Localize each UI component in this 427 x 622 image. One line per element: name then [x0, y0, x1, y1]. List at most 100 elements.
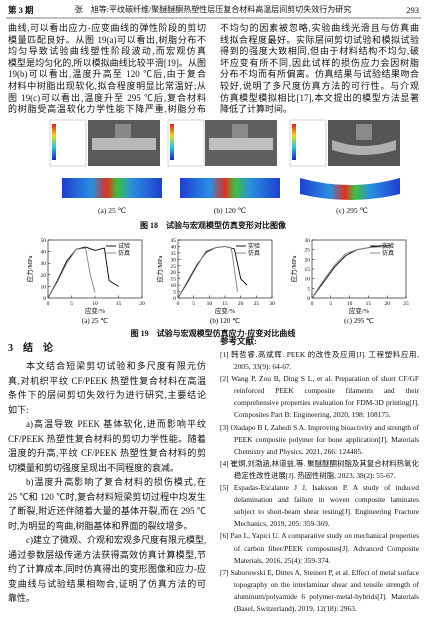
chart-caption: (c) 295 ℃: [344, 317, 374, 325]
series-line: [311, 245, 391, 299]
y-tick-label: 5: [173, 290, 176, 296]
text-line: 条件下的层间剪切失效行为进行研究,主要结论: [8, 390, 206, 400]
y-tick-label: 25: [305, 248, 311, 254]
header-issue: 第 3 期: [8, 5, 34, 15]
x-tick-label: 0: [177, 301, 180, 307]
section-heading: 3 结 论: [8, 343, 53, 354]
text-line: 材料中树脂出现软化,拟合程度明显比常温好;从: [8, 81, 206, 91]
reference: [4] 崔炯,刘渤涵,林道益,等. 聚醚醚酮树脂及其复合材料热氧化稳定性改性进展…: [220, 458, 419, 480]
x-axis-label: 应变/%: [215, 306, 236, 315]
text-line: 得到的强度大致相同,但由于材料结构不均匀,破: [220, 46, 419, 57]
text-line: 模量匹配良好。从图 19(a)可以看出,树脂分布不: [8, 34, 206, 45]
text-line: 约了计算成本,同时仿真得出的变形图像和应力-应: [8, 564, 206, 574]
series-line: [47, 247, 96, 299]
text-line: a)高温导致 PEEK 基体软化,进而影响平纹: [26, 419, 206, 429]
y-axis-label: 应力/MPa: [289, 255, 298, 282]
references-heading: 参考文献:: [220, 336, 257, 346]
x-tick-label: 25: [403, 301, 409, 307]
text-line: 切模量和剪切强度呈现出不同程度的衰减。: [8, 462, 180, 473]
reference: [5] Espadas-Escalante J J, Isaksson P. A…: [220, 483, 419, 529]
legend-label: 仿真: [248, 249, 260, 257]
y-tick-label: 50: [41, 238, 47, 244]
text-line: 真,对机织平纹 CF/PEEK 热塑性复合材料在高温: [8, 375, 206, 386]
series-line: [311, 246, 392, 299]
text-line: CF/PEEK 热塑性复合材料的剪切力学性能。随着: [8, 433, 206, 444]
y-tick-label: 40: [41, 250, 47, 256]
y-tick-label: 0: [43, 296, 46, 302]
text-line: 25 ℃和 120 ℃时,复合材料短梁剪切过程中均发生: [8, 491, 206, 502]
y-tick-label: 30: [171, 257, 177, 263]
figure-caption: 图 19 试验与宏观模型仿真应力-应变对比曲线: [130, 329, 296, 338]
chart-caption: (a) 25 ℃: [82, 317, 108, 325]
text-line: 坏应变有所不同,因此试样的损伤应力会因树脂: [220, 57, 419, 68]
x-tick-label: 30: [269, 301, 275, 307]
text-line: 模型是均匀化的,所以模拟曲线比较平滑[19]。从图: [8, 57, 206, 68]
y-tick-label: 40: [171, 244, 177, 250]
text-line: 变曲线与试验结果相吻合,证明了仿真方法的可: [8, 578, 206, 589]
y-tick-label: 45: [171, 238, 177, 244]
panel-label: (b) 120 ℃: [213, 206, 247, 215]
y-tick-label: 20: [171, 270, 177, 276]
reference: [2] Wang P, Zou B, Ding S L, et al. Prep…: [220, 374, 419, 420]
y-tick-label: 0: [307, 296, 310, 302]
x-axis-label: 应变/%: [85, 306, 106, 315]
text-line: 不均匀的因素被忽略,实验曲线光滑且与仿真曲: [220, 23, 419, 33]
x-tick-label: 5: [329, 301, 332, 307]
y-tick-label: 15: [171, 277, 177, 283]
fig18-panel: [49, 119, 162, 198]
text-line: 19(b)可以看出,温度升高至 120 ℃后,由于复合: [8, 69, 206, 80]
x-axis-label: 应变/%: [349, 306, 370, 315]
text-line: 分布不均而有所偏离。仿真结果与试验结果吻合: [220, 69, 419, 80]
reference: [6] Pan L, Yapici U. A comparative study…: [220, 531, 419, 565]
legend-label: 仿真: [118, 249, 130, 257]
fig18-panel: [289, 119, 400, 200]
text-line: 如下:: [8, 404, 29, 415]
text-line: 通过参数层级传递方法获得高效仿真计算模型,节: [8, 549, 206, 560]
x-tick-label: 0: [47, 301, 50, 307]
x-tick-label: 20: [238, 301, 244, 307]
figure-caption: 图 18 试验与宏观模型仿真变形对比图像: [140, 221, 286, 230]
series-line: [177, 245, 238, 299]
y-tick-label: 30: [41, 261, 47, 267]
panel-label: (a) 25 ℃: [98, 206, 126, 215]
x-tick-label: 5: [192, 301, 195, 307]
y-tick-label: 15: [305, 267, 311, 273]
x-tick-label: 0: [311, 301, 314, 307]
text-line: 降低了计算时间。: [220, 104, 293, 115]
x-tick-label: 10: [207, 301, 213, 307]
y-axis-label: 应力/MPa: [155, 255, 164, 282]
text-line: 较好,说明了多尺度仿真方法的可行性。与介观: [220, 81, 419, 91]
references: [1] 韩哲睿,高斌辉. PEEK 的改性及应用[J]. 工程塑料应用, 200…: [220, 349, 419, 615]
y-tick-label: 20: [41, 273, 47, 279]
y-tick-label: 25: [171, 264, 177, 270]
x-tick-label: 25: [254, 301, 260, 307]
x-tick-label: 5: [70, 301, 73, 307]
y-tick-label: 5: [307, 286, 310, 292]
x-tick-label: 20: [139, 301, 145, 307]
text-line: 图 19(c)可以看出,温度升至 295 ℃后,复合材料: [8, 92, 206, 103]
y-tick-label: 35: [171, 251, 177, 257]
text-line: 时,为明显的弯曲,树脂基体和界面的裂纹增多。: [8, 520, 193, 531]
header-title: 张 旭等:平纹碳纤维/聚醚醚酮热塑性层压复合材料高温层间剪切失效行为研究: [74, 5, 352, 14]
y-tick-label: 30: [305, 238, 311, 244]
text-line: 曲线,可以看出应力-应变曲线的弹性阶段的剪切: [8, 23, 206, 33]
legend-label: 实验: [248, 242, 260, 250]
y-tick-label: 10: [171, 283, 177, 289]
y-tick-label: 0: [173, 296, 176, 302]
text-line: 靠性。: [8, 593, 36, 603]
chart-caption: (b) 120 ℃: [210, 317, 240, 325]
y-tick-label: 20: [305, 257, 311, 263]
x-tick-label: 20: [384, 301, 390, 307]
x-tick-label: 15: [116, 301, 122, 307]
legend-label: 试验: [118, 242, 130, 250]
text-line: 均匀导致试验曲线塑性阶段波动,而宏观仿真: [8, 46, 206, 57]
text-line: b)温度升高影响了复合材料的损伤模式,在: [26, 477, 206, 487]
text-line: 的树脂受高温软化力学性能下降严重,树脂分布: [8, 104, 206, 115]
x-tick-label: 10: [347, 301, 353, 307]
x-tick-label: 10: [92, 301, 98, 307]
y-tick-label: 10: [41, 284, 47, 290]
text-line: c)建立了微观、介观和宏观多尺度有限元模型,: [26, 535, 207, 545]
x-tick-label: 15: [222, 301, 228, 307]
y-tick-label: 10: [305, 277, 311, 283]
